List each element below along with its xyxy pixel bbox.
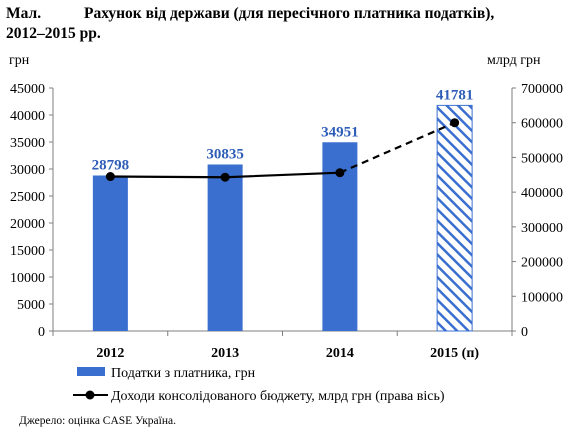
bar-projected — [436, 104, 473, 332]
right-axis-unit: млрд грн — [487, 53, 541, 68]
right-axis-tick-label: 100000 — [521, 290, 563, 305]
left-axis-tick-label: 35000 — [10, 136, 45, 151]
right-axis-tick-label: 300000 — [521, 221, 563, 236]
line-series-projected — [339, 121, 456, 174]
left-axis-unit: грн — [9, 53, 30, 68]
left-axis-tick-label: 30000 — [10, 163, 45, 178]
left-axis-tick-label: 40000 — [10, 109, 45, 124]
left-axis-tick-label: 10000 — [10, 271, 45, 286]
left-axis-tick-label: 15000 — [10, 244, 45, 259]
chart-title: Мал. Рахунок від держави (для пересічного… — [6, 4, 576, 44]
x-axis-category-label: 2015 (п) — [430, 346, 479, 361]
line-point — [220, 172, 230, 182]
bar — [92, 175, 128, 331]
line-point — [105, 172, 115, 182]
legend-label-bar: Податки з платника, грн — [111, 366, 256, 381]
right-axis-tick-label: 200000 — [521, 256, 563, 271]
right-axis-tick-label: 0 — [521, 325, 528, 340]
right-axis-tick-label: 600000 — [521, 117, 563, 132]
right-axis-tick-label: 700000 — [521, 82, 563, 97]
x-axis-category-label: 2013 — [211, 346, 239, 361]
bar-data-label: 30835 — [206, 146, 244, 162]
legend-swatch-marker — [85, 390, 95, 400]
source-note: Джерело: оцінка CASE Україна. — [19, 415, 176, 427]
bar — [207, 164, 243, 331]
x-axis-category-label: 2012 — [96, 346, 124, 361]
bar-data-label: 28798 — [92, 157, 130, 173]
right-axis-tick-label: 500000 — [521, 151, 563, 166]
legend-swatch-bar — [77, 367, 105, 376]
chart-title-line2: 2012–2015 рр. — [6, 25, 101, 42]
right-axis-tick-label: 400000 — [521, 186, 563, 201]
legend-label-line: Доходи консолідованого бюджету, млрд грн… — [111, 389, 445, 404]
left-axis-tick-label: 0 — [38, 325, 45, 340]
left-axis-tick-label: 25000 — [10, 190, 45, 205]
bar-data-label: 34951 — [321, 124, 359, 140]
bar-data-label: 41781 — [436, 87, 474, 103]
x-axis-category-label: 2014 — [326, 346, 354, 361]
figure-number-label: Мал. — [6, 5, 42, 22]
line-point — [335, 168, 345, 178]
chart-title-line1: Рахунок від держави (для пересічного пла… — [84, 5, 495, 22]
left-axis-tick-label: 5000 — [17, 298, 45, 313]
line-point — [450, 118, 460, 128]
left-axis-tick-label: 45000 — [10, 82, 45, 97]
left-axis-tick-label: 20000 — [10, 217, 45, 232]
